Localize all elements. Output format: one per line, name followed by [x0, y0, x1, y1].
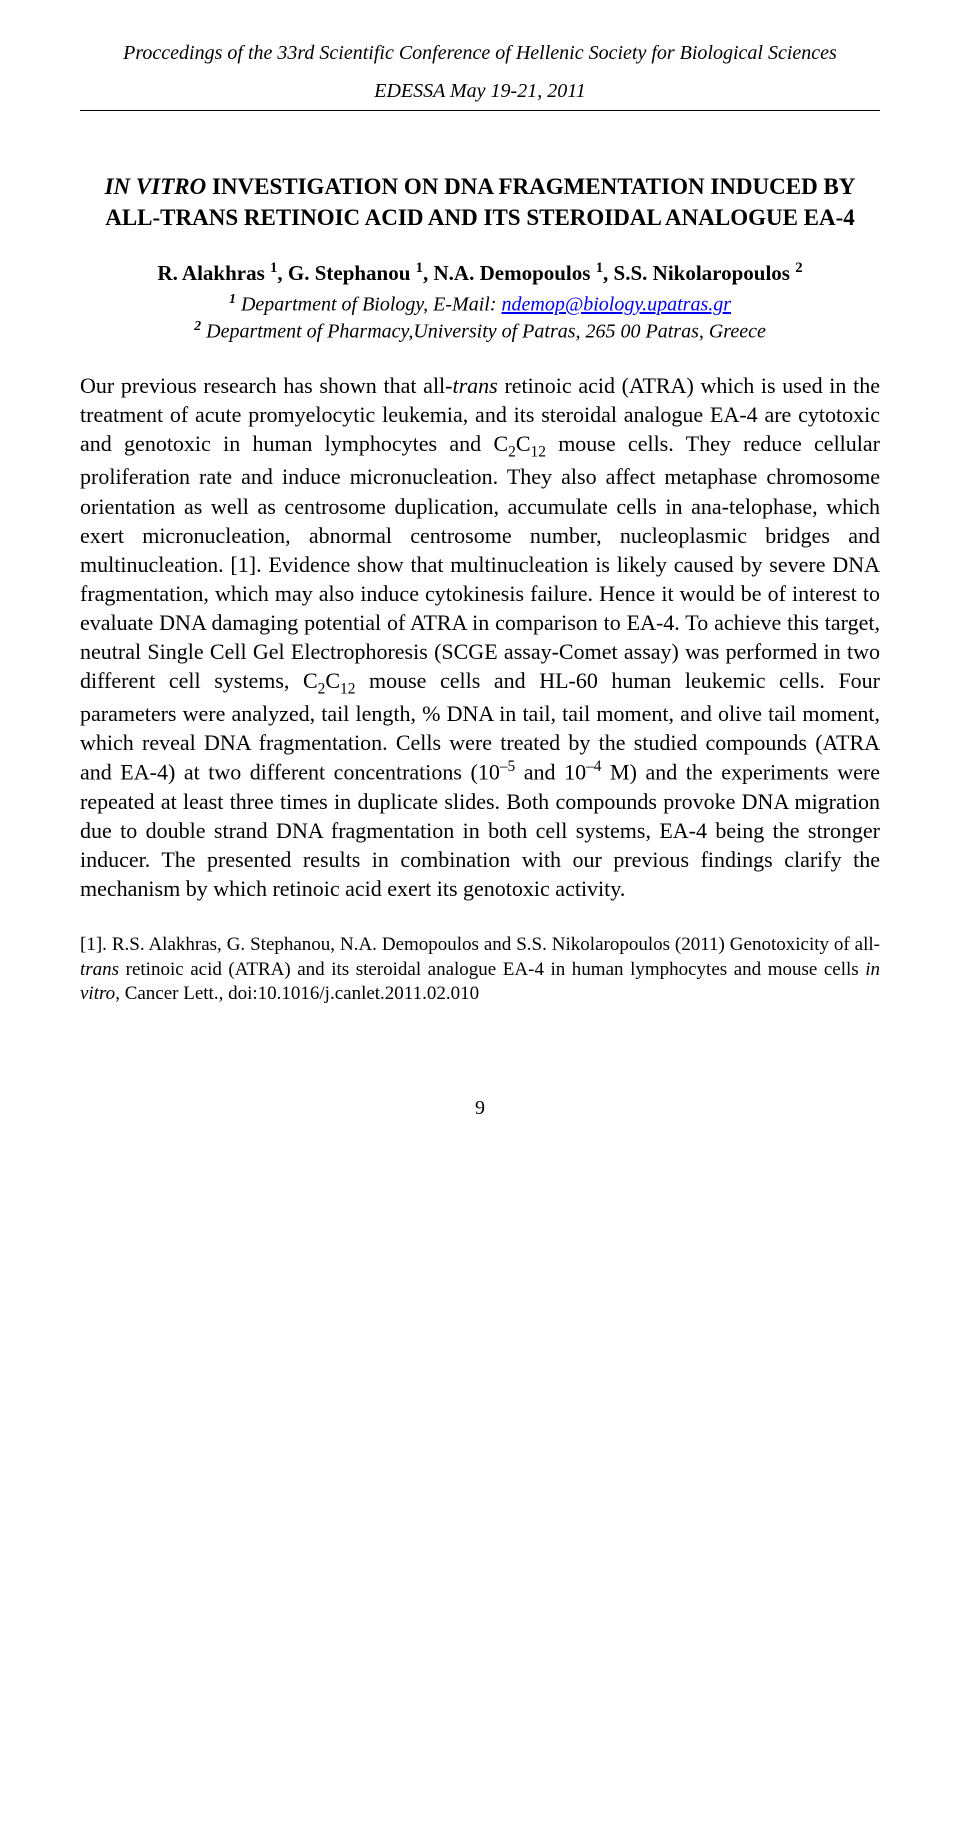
affiliation-1: 1 Department of Biology, E-Mail: ndemop@… — [80, 291, 880, 318]
ref-rest: , Cancer Lett., doi:10.1016/j.canlet.201… — [115, 983, 479, 1004]
authors-line: R. Alakhras 1, G. Stephanou 1, N.A. Demo… — [80, 259, 880, 287]
aff1-text: Department of Biology, E-Mail: — [236, 294, 502, 316]
header-line-1: Proccedings of the 33rd Scientific Confe… — [80, 40, 880, 66]
abs-sub1: 2 — [508, 443, 516, 460]
abs-sup2: –4 — [586, 758, 601, 775]
aff2-text: Department of Pharmacy,University of Pat… — [201, 321, 766, 343]
ref-label: [1]. R.S. Alakhras, G. Stephanou, N.A. D… — [80, 934, 880, 955]
author-4-sup: 2 — [795, 260, 802, 276]
paper-title: IN VITRO INVESTIGATION ON DNA FRAGMENTAT… — [80, 171, 880, 233]
affiliation-2: 2 Department of Pharmacy,University of P… — [80, 318, 880, 345]
abs-italic1: trans — [453, 373, 498, 398]
abs-sub4: 12 — [340, 680, 355, 697]
abs-sup1: –5 — [500, 758, 515, 775]
author-2-sup: 1 — [416, 260, 423, 276]
ref-mid: retinoic acid (ATRA) and its steroidal a… — [119, 959, 865, 980]
ref-italic1: trans — [80, 959, 119, 980]
reference-line: [1]. R.S. Alakhras, G. Stephanou, N.A. D… — [80, 933, 880, 1007]
author-1: R. Alakhras — [157, 261, 270, 285]
abs-d: mouse cells. They reduce cellular prolif… — [80, 431, 880, 693]
title-rest: INVESTIGATION ON DNA FRAGMENTATION INDUC… — [105, 174, 855, 230]
header-line-2: EDESSA May 19-21, 2011 — [80, 78, 880, 104]
abs-g: and 10 — [515, 760, 586, 785]
header-text-2: EDESSA May 19-21, 2011 — [374, 80, 585, 102]
header-divider — [80, 110, 880, 111]
author-4: , S.S. Nikolaropoulos — [603, 261, 795, 285]
aff1-email[interactable]: ndemop@biology.upatras.gr — [502, 294, 732, 316]
abs-sub2: 12 — [531, 443, 546, 460]
page-number: 9 — [80, 1097, 880, 1120]
abs-e: C — [325, 668, 340, 693]
abstract-body: Our previous research has shown that all… — [80, 371, 880, 903]
page-number-value: 9 — [475, 1097, 485, 1119]
author-3: , N.A. Demopoulos — [423, 261, 596, 285]
abs-a: Our previous research has shown that all… — [80, 373, 453, 398]
abs-c: C — [516, 431, 531, 456]
header-text-1: Proccedings of the 33rd Scientific Confe… — [123, 42, 837, 64]
title-prefix: IN VITRO — [105, 174, 207, 199]
aff1-sup: 1 — [229, 292, 236, 307]
author-3-sup: 1 — [596, 260, 603, 276]
author-2: , G. Stephanou — [277, 261, 415, 285]
